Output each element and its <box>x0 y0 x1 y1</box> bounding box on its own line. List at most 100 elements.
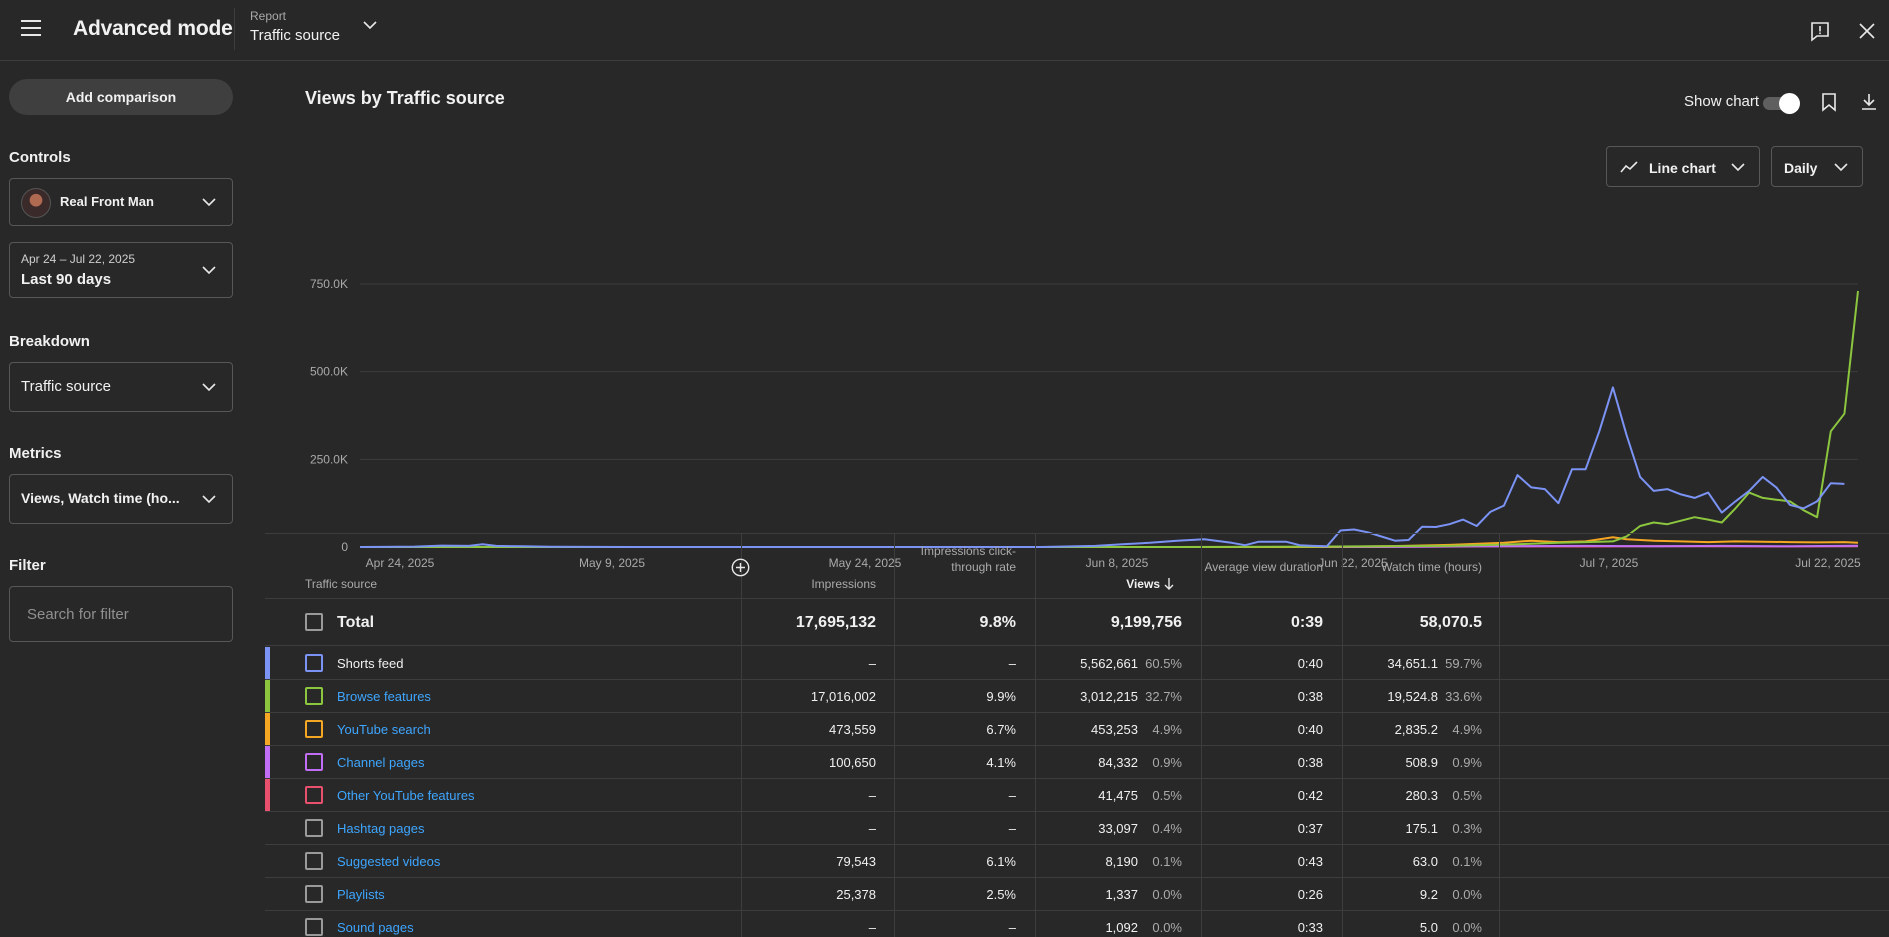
row-impressions: 79,543 <box>836 854 876 869</box>
series-color-stripe <box>265 647 270 679</box>
close-icon[interactable] <box>1856 20 1878 42</box>
x-tick-label: Jul 7, 2025 <box>1580 556 1639 570</box>
header-ctr[interactable]: Impressions click-through rate <box>920 544 1016 574</box>
header-divider <box>234 8 235 50</box>
x-tick-label: Jun 22, 2025 <box>1318 556 1388 570</box>
row-ctr: 9.9% <box>986 689 1016 704</box>
traffic-source-name[interactable]: Browse features <box>337 689 431 704</box>
row-watch-time: 9.2 <box>1419 887 1438 902</box>
table-total-row: Total 17,695,132 9.8% 9,199,756 0:39 58,… <box>265 598 1889 646</box>
traffic-source-name[interactable]: Suggested videos <box>337 854 441 869</box>
row-checkbox[interactable] <box>305 918 323 936</box>
traffic-source-name[interactable]: Playlists <box>337 887 385 902</box>
feedback-icon[interactable] <box>1809 20 1831 42</box>
row-views: 84,332 <box>1098 755 1138 770</box>
report-picker[interactable]: Report Traffic source <box>250 9 390 49</box>
breakdown-value: Traffic source <box>21 378 112 395</box>
sort-arrow-down-icon[interactable] <box>1163 577 1175 591</box>
table-row: Browse features 17,016,002 9.9% 3,012,215 32… <box>265 680 1889 713</box>
row-impressions: 473,559 <box>829 722 876 737</box>
views-line-chart[interactable]: 750.0K 500.0K 250.0K 0 Apr 24, 2025 May 9, 20… <box>265 197 1889 572</box>
sidebar: Add comparison Controls Real Front Man A… <box>0 62 240 937</box>
chart-title: Views by Traffic source <box>305 88 505 108</box>
menu-icon[interactable] <box>21 20 41 36</box>
breakdown-dropdown[interactable]: Traffic source <box>9 362 233 412</box>
header-traffic-source[interactable]: Traffic source <box>305 577 378 591</box>
metrics-dropdown[interactable]: Views, Watch time (ho... <box>9 474 233 524</box>
channel-dropdown[interactable]: Real Front Man <box>9 178 233 226</box>
row-checkbox[interactable] <box>305 786 323 804</box>
row-avg-view-duration: 0:33 <box>1297 920 1323 935</box>
traffic-source-table: Traffic source Impressions Impressions c… <box>265 533 1889 937</box>
traffic-source-name[interactable]: Channel pages <box>337 755 425 770</box>
traffic-source-name[interactable]: YouTube search <box>337 722 431 737</box>
filter-search-input[interactable] <box>9 586 233 642</box>
date-range-dropdown[interactable]: Apr 24 – Jul 22, 2025 Last 90 days <box>9 242 233 298</box>
row-checkbox[interactable] <box>305 720 323 738</box>
table-row: Suggested videos 79,543 6.1% 8,190 0.1% 0:43 6… <box>265 845 1889 878</box>
app-title: Advanced mode <box>73 17 233 40</box>
table-row: YouTube search 473,559 6.7% 453,253 4.9% 0:40… <box>265 713 1889 746</box>
row-ctr: – <box>1008 788 1016 803</box>
row-watch-percent: 0.0% <box>1452 920 1482 935</box>
total-watch-time: 58,070.5 <box>1419 614 1482 631</box>
chevron-down-icon <box>1731 163 1745 172</box>
row-watch-percent: 4.9% <box>1452 722 1482 737</box>
download-icon[interactable] <box>1858 91 1880 113</box>
row-checkbox[interactable] <box>305 753 323 771</box>
chevron-down-icon <box>363 21 377 30</box>
column-divider <box>1499 534 1500 937</box>
traffic-source-name[interactable]: Shorts feed <box>337 656 404 671</box>
row-checkbox[interactable] <box>305 852 323 870</box>
row-checkbox[interactable] <box>305 885 323 903</box>
row-checkbox[interactable] <box>305 654 323 672</box>
table-row: Sound pages – – 1,092 0.0% 0:33 5.0 0.0% <box>265 911 1889 937</box>
traffic-source-name[interactable]: Other YouTube features <box>337 788 475 803</box>
row-watch-percent: 0.1% <box>1452 854 1482 869</box>
row-ctr: 4.1% <box>986 755 1016 770</box>
traffic-source-name[interactable]: Sound pages <box>337 920 414 935</box>
row-watch-time: 2,835.2 <box>1394 722 1438 737</box>
row-impressions: – <box>868 920 876 935</box>
row-checkbox[interactable] <box>305 687 323 705</box>
row-watch-time: 19,524.8 <box>1387 689 1438 704</box>
show-chart-toggle[interactable] <box>1763 92 1800 114</box>
avatar <box>21 188 51 218</box>
table-row: Shorts feed – – 5,562,661 60.5% 0:40 34,651.1 5… <box>265 647 1889 680</box>
row-views-percent: 0.9% <box>1152 755 1182 770</box>
add-comparison-button[interactable]: Add comparison <box>9 79 233 115</box>
breakdown-label: Breakdown <box>9 333 90 350</box>
table-row: Hashtag pages – – 33,097 0.4% 0:37 175.1 0.3% <box>265 812 1889 845</box>
header-impressions[interactable]: Impressions <box>811 577 876 591</box>
row-impressions: 25,378 <box>836 887 876 902</box>
row-checkbox[interactable] <box>305 819 323 837</box>
total-checkbox[interactable] <box>305 613 323 631</box>
channel-name: Real Front Man <box>60 194 154 209</box>
metrics-value: Views, Watch time (ho... <box>21 490 180 506</box>
row-views: 5,562,661 <box>1080 656 1138 671</box>
report-label: Report <box>250 9 287 23</box>
header-watch-time[interactable]: Watch time (hours) <box>1381 560 1482 574</box>
bookmark-icon[interactable] <box>1818 91 1840 113</box>
x-tick-label: May 9, 2025 <box>579 556 645 570</box>
row-ctr: 6.1% <box>986 854 1016 869</box>
date-range-preset: Last 90 days <box>21 271 112 288</box>
row-avg-view-duration: 0:37 <box>1297 821 1323 836</box>
series-line-shorts-feed[interactable] <box>359 386 1845 548</box>
total-views: 9,199,756 <box>1110 614 1182 631</box>
total-ctr: 9.8% <box>979 614 1016 631</box>
period-dropdown[interactable]: Daily <box>1771 146 1863 187</box>
add-column-icon[interactable] <box>731 558 750 577</box>
traffic-source-name[interactable]: Hashtag pages <box>337 821 425 836</box>
series-line-browse-features[interactable] <box>360 290 1859 548</box>
total-impressions: 17,695,132 <box>795 614 876 631</box>
top-header: Advanced mode Report Traffic source <box>0 0 1889 61</box>
total-label: Total <box>337 614 375 631</box>
header-avg-view-duration[interactable]: Average view duration <box>1204 560 1323 574</box>
row-impressions: 17,016,002 <box>810 689 876 704</box>
row-watch-time: 63.0 <box>1412 854 1438 869</box>
chart-type-dropdown[interactable]: Line chart <box>1606 146 1760 187</box>
row-views: 8,190 <box>1105 854 1138 869</box>
row-ctr: – <box>1008 821 1016 836</box>
header-views[interactable]: Views <box>1126 577 1160 591</box>
